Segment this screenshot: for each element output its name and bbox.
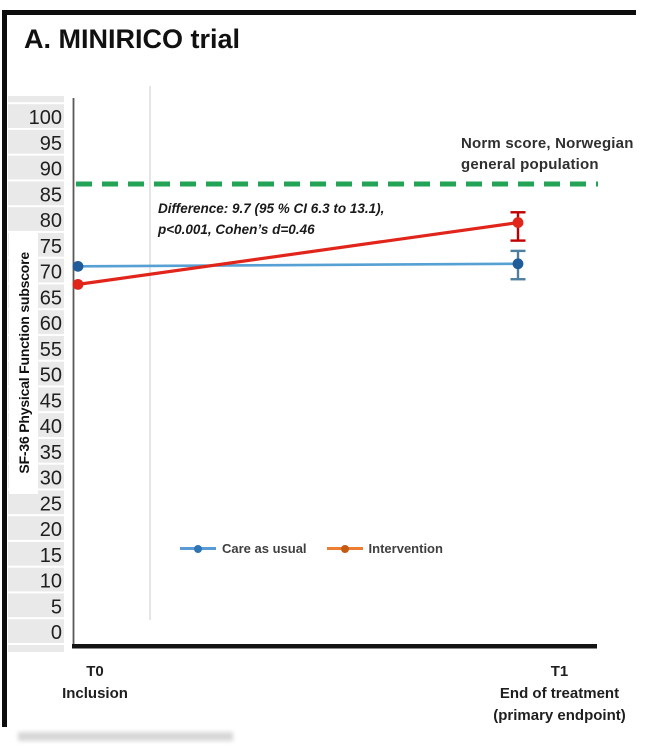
svg-text:35: 35: [40, 442, 62, 464]
annotation-line-1: Difference: 9.7 (95 % CI 6.3 to 13.1),: [158, 201, 385, 216]
svg-text:100: 100: [29, 107, 62, 129]
svg-text:45: 45: [40, 390, 62, 412]
svg-text:30: 30: [40, 468, 62, 490]
difference-annotation: Difference: 9.7 (95 % CI 6.3 to 13.1), p…: [158, 198, 384, 240]
legend-label-care-as-usual: Care as usual: [222, 541, 307, 556]
frame-border-top: [2, 10, 636, 15]
annotation-line-2: p<0.001, Cohen’s d=0.46: [158, 222, 315, 237]
reference-line-label: Norm score, Norwegian general population: [461, 133, 634, 175]
svg-text:95: 95: [40, 133, 62, 155]
scan-artifact: [18, 732, 233, 741]
svg-text:20: 20: [40, 519, 62, 541]
svg-text:40: 40: [40, 416, 62, 438]
x-axis-label-t1: T1 End of treatment (primary endpoint): [457, 661, 655, 727]
figure-title: A. MINIRICO trial: [24, 24, 241, 54]
svg-text:85: 85: [40, 184, 62, 206]
svg-text:0: 0: [51, 622, 62, 644]
svg-text:60: 60: [40, 313, 62, 335]
svg-text:10: 10: [40, 571, 62, 593]
svg-text:80: 80: [40, 210, 62, 232]
svg-text:75: 75: [40, 236, 62, 258]
legend-item-care-as-usual: Care as usual: [180, 541, 307, 556]
x-desc-t1-line1: End of treatment: [499, 685, 620, 702]
svg-text:65: 65: [40, 287, 62, 309]
legend-item-intervention: Intervention: [326, 541, 443, 556]
x-desc-t0: Inclusion: [62, 685, 128, 702]
legend-marker-care-as-usual: [194, 544, 202, 553]
legend: Care as usual Intervention: [180, 541, 443, 556]
y-axis-title-box: SF-36 Physical Function subscore: [9, 232, 38, 494]
reference-label-line-2: general population: [461, 156, 599, 173]
legend-label-intervention: Intervention: [368, 541, 443, 556]
svg-text:90: 90: [40, 159, 62, 181]
svg-text:15: 15: [40, 545, 62, 567]
reference-label-line-1: Norm score, Norwegian: [461, 135, 634, 152]
legend-line-sample-care-as-usual: [180, 544, 216, 553]
x-tick-t0: T0: [86, 663, 104, 680]
svg-text:70: 70: [40, 262, 62, 284]
legend-marker-intervention: [340, 544, 349, 553]
x-axis-label-t0: T0 Inclusion: [45, 661, 145, 705]
svg-text:55: 55: [40, 339, 62, 361]
x-desc-t1-line2: (primary endpoint): [493, 707, 626, 724]
svg-text:25: 25: [40, 493, 62, 515]
legend-line-sample-intervention: [326, 544, 363, 553]
svg-text:50: 50: [40, 365, 62, 387]
svg-text:5: 5: [51, 596, 62, 618]
frame-border-left: [2, 10, 7, 727]
x-tick-t1: T1: [550, 663, 569, 680]
